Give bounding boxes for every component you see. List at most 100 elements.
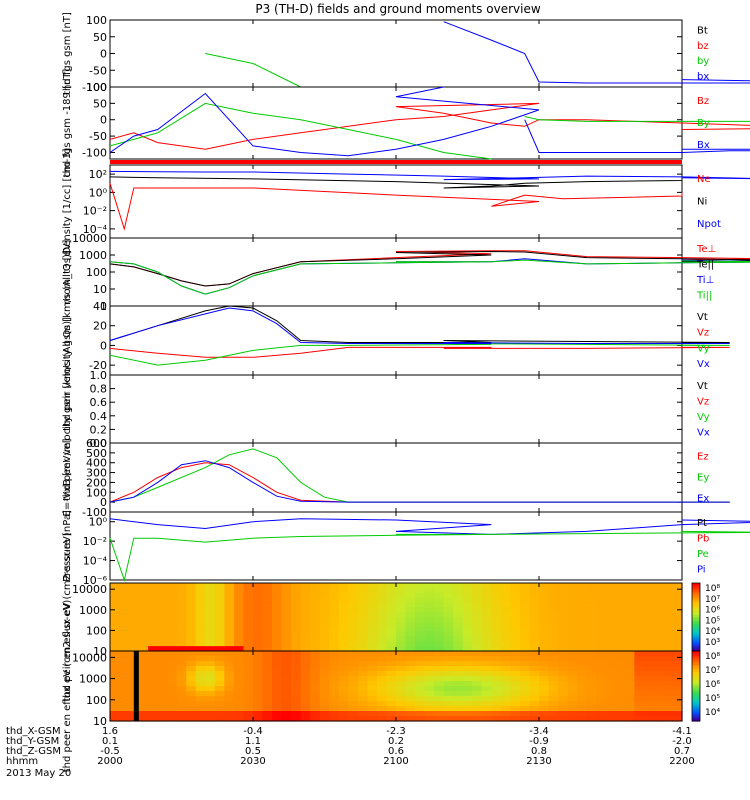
heatmap-cell [653,656,664,662]
heatmap-cell [643,711,654,717]
heatmap-cell [338,711,349,717]
heatmap-cell [348,716,359,722]
heatmap-cell [424,646,435,652]
heatmap-cell [443,696,454,702]
heatmap-cell [129,626,140,633]
heatmap-cell [624,636,635,642]
y-tick-label: 1.0 [90,369,108,382]
heatmap-cell [319,696,330,702]
y-axis-label: thd fgs gsm [nT] [62,12,73,95]
heatmap-cell [138,651,149,657]
heatmap-cell [310,612,321,618]
heatmap-cell [567,681,578,687]
heatmap-cell [586,583,597,589]
y-tick-label: -50 [89,64,107,77]
heatmap-cell [376,666,388,672]
heatmap-cell [453,626,464,633]
heatmap-cell [157,583,168,589]
heatmap-cell [424,583,435,589]
heatmap-cell [348,626,359,633]
heatmap-cell [357,617,368,623]
heatmap-cell [186,587,197,594]
heatmap-cell [386,676,397,682]
colorbar-cell [692,681,700,685]
heatmap-cell [224,711,235,717]
heatmap-cell [167,661,178,667]
heatmap-cell [634,587,645,594]
heatmap-cell [148,646,159,652]
y-tick-label: 200 [86,476,107,489]
heatmap-cell [119,691,130,697]
colorbar-cell [692,711,700,715]
heatmap-cell [500,696,511,702]
heatmap-cell [157,597,168,604]
y-tick-label: 10⁻² [83,205,107,218]
heatmap-cell [672,651,683,657]
heatmap-cell [214,631,225,638]
heatmap-cell [434,691,445,697]
heatmap-cell [462,666,473,672]
heatmap-cell [624,607,635,613]
heatmap-cell [224,716,235,722]
heatmap-cell [662,626,674,633]
heatmap-cell [396,701,407,707]
heatmap-cell [396,651,407,657]
heatmap-cell [605,641,616,647]
heatmap-cell [615,612,626,618]
heatmap-cell [157,636,168,642]
heatmap-cell [643,617,654,623]
colorbar-cell [692,669,700,673]
heatmap-cell [424,617,435,623]
heatmap-cell [443,607,454,613]
heatmap-cell [281,592,292,599]
colorbar-tick-label: 10⁵ [705,616,720,626]
heatmap-cell [415,583,426,589]
heatmap-cell [138,636,149,642]
heatmap-cell [386,661,397,667]
heatmap-cell [472,621,483,628]
heatmap-cell [653,583,664,589]
heatmap-cell [481,706,492,712]
colorbar-tick-label: 10⁸ [705,652,720,662]
heatmap-cell [558,587,569,594]
y-tick-label: 300 [86,467,107,480]
heatmap-cell [148,666,159,672]
heatmap-cell [662,701,674,707]
heatmap-cell [338,686,349,692]
heatmap-cell [548,651,559,657]
heatmap-cell [434,597,445,604]
heatmap-cell [643,706,654,712]
x-axis-value: 2200 [669,756,694,767]
colorbar-cell [692,665,700,668]
heatmap-cell [376,617,388,623]
heatmap-cell [319,666,330,672]
heatmap-cell [281,641,292,647]
heatmap-cell [539,617,550,623]
heatmap-cell [167,696,178,702]
heatmap-cell [558,636,569,642]
heatmap-cell [291,676,302,682]
heatmap-cell [291,641,302,647]
heatmap-cell [176,592,187,599]
heatmap-cell [186,701,197,707]
heatmap-cell [519,641,531,647]
heatmap-cell [424,612,435,618]
heatmap-cell [605,716,616,722]
heatmap-cell [567,641,578,647]
heatmap-cell [405,666,416,672]
heatmap-cell [615,583,626,589]
heatmap-cell [281,706,292,712]
heatmap-cell [300,666,311,672]
heatmap-cell [119,631,130,638]
heatmap-cell [662,651,674,657]
heatmap-cell [205,636,216,642]
heatmap-cell [500,661,511,667]
colorbar-cell [692,639,700,643]
y-tick-label: 0 [100,114,107,127]
heatmap-cell [167,716,178,722]
heatmap-cell [214,602,225,608]
y-axis-label: mom_t3 [eV] [62,239,73,304]
heatmap-cell [310,676,321,682]
heatmap-cell [577,716,588,722]
